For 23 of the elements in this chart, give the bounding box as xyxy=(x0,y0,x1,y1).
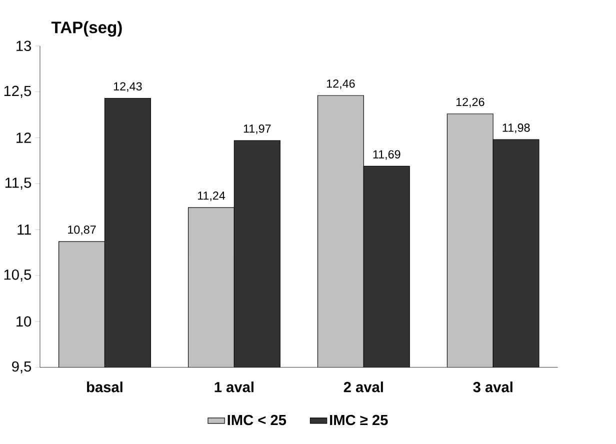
y-tick-label: 13 xyxy=(16,40,32,52)
x-tick-label: 3 aval xyxy=(473,382,512,392)
data-label: 11,24 xyxy=(198,192,226,202)
data-label: 12,26 xyxy=(456,98,484,108)
y-axis-title: TAP(seg) xyxy=(51,21,122,37)
y-tick-label: 10,5 xyxy=(4,270,32,282)
legend-label: IMC < 25 xyxy=(228,415,286,426)
data-label: 11,97 xyxy=(244,124,271,134)
data-label: 12,46 xyxy=(326,80,355,90)
data-label: 10,87 xyxy=(68,226,96,236)
y-tick-label: 9,5 xyxy=(12,362,32,374)
y-tick-label: 12,5 xyxy=(4,86,32,98)
x-tick-label: 1 aval xyxy=(214,382,254,392)
x-tick-label: 2 aval xyxy=(344,382,383,392)
data-label: 11,98 xyxy=(502,124,530,134)
data-label: 11,69 xyxy=(373,150,400,160)
y-tick-label: 10 xyxy=(16,316,32,327)
data-label: 12,43 xyxy=(114,82,142,92)
legend-label: IMC ≥ 25 xyxy=(330,415,388,426)
y-tick-label: 12 xyxy=(16,132,31,144)
x-tick-label: basal xyxy=(87,382,122,392)
y-tick-label: 11 xyxy=(18,224,31,235)
y-tick-label: 11,5 xyxy=(5,178,32,190)
